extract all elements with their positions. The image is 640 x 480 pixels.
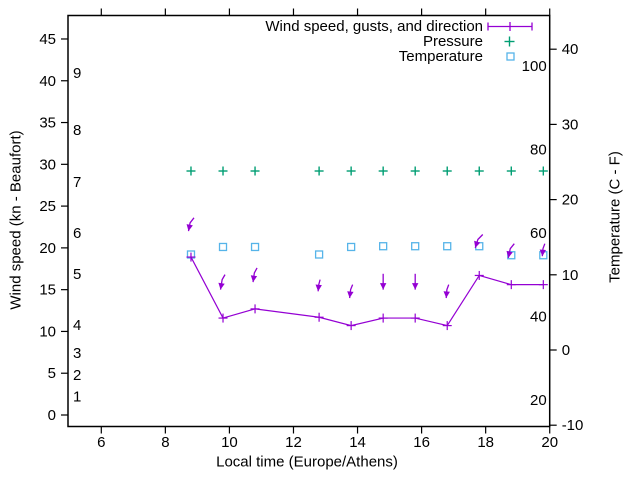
celsius-tick-label: -10: [562, 417, 584, 434]
x-tick-label: 12: [285, 434, 302, 451]
legend-entry-temperature: Temperature: [265, 49, 534, 64]
x-tick-label: 10: [221, 434, 238, 451]
gust-arrowhead: [506, 250, 513, 258]
temperature-point: [314, 250, 324, 259]
x-tick-label: 8: [161, 434, 169, 451]
plot-frame: [67, 14, 551, 428]
gust-arrowhead: [315, 284, 322, 292]
beaufort-label: 3: [73, 345, 81, 362]
gust-arrowhead: [443, 291, 450, 299]
gust-arrowhead: [539, 249, 547, 257]
legend-label-wind: Wind speed, gusts, and direction: [265, 18, 483, 35]
celsius-tick-label: 0: [562, 342, 570, 359]
gust-arrowhead: [186, 224, 193, 232]
legend-entry-wind: Wind speed, gusts, and direction: [265, 19, 534, 34]
pressure-plus-icon: [504, 36, 515, 47]
x-axis-title: Local time (Europe/Athens): [216, 453, 398, 471]
kn-tick-label: 25: [39, 198, 56, 215]
beaufort-label: 1: [73, 389, 81, 406]
kn-tick-label: 30: [39, 156, 56, 173]
x-tick-label: 16: [413, 434, 430, 451]
beaufort-label: 8: [73, 122, 81, 139]
kn-tick-label: 5: [48, 365, 56, 382]
temperature-square-icon: [506, 52, 515, 61]
temperature-point: [218, 242, 228, 252]
kn-tick-label: 15: [39, 282, 56, 299]
celsius-tick-label: 30: [562, 116, 579, 133]
legend-label-temperature: Temperature: [398, 48, 483, 65]
beaufort-label: 2: [73, 367, 81, 384]
beaufort-label: 4: [73, 317, 81, 334]
x-tick-label: 18: [477, 434, 494, 451]
gust-arrowhead: [411, 283, 419, 290]
gust-arrowhead: [250, 275, 258, 283]
beaufort-label: 7: [73, 174, 81, 191]
beaufort-label: 5: [73, 266, 81, 283]
temperature-point: [379, 242, 388, 251]
beaufort-label: 9: [73, 65, 81, 82]
legend-entry-pressure: Pressure: [265, 34, 534, 49]
fahrenheit-label: 40: [530, 309, 547, 326]
legend-label-pressure: Pressure: [422, 33, 483, 50]
beaufort-label: 6: [73, 225, 81, 242]
fahrenheit-label: 80: [530, 141, 547, 158]
x-tick-label: 6: [97, 434, 105, 451]
x-tick-label: 14: [349, 434, 366, 451]
fahrenheit-label: 20: [530, 392, 547, 409]
y-right-axis-title: Temperature (C - F): [606, 151, 624, 283]
x-tick-label: 20: [541, 434, 558, 451]
kn-tick-label: 0: [48, 407, 56, 424]
legend: Wind speed, gusts, and direction Pressur…: [265, 19, 534, 64]
wind-speed-line: [190, 256, 544, 327]
kn-tick-label: 10: [39, 323, 56, 340]
celsius-tick-label: 20: [562, 192, 579, 209]
kn-tick-label: 20: [39, 240, 56, 257]
kn-tick-label: 35: [39, 115, 56, 132]
gust-arrowhead: [218, 282, 225, 290]
y-left-axis-title: Wind speed (kn - Beaufort): [7, 130, 25, 310]
fahrenheit-label: 60: [530, 225, 547, 242]
gust-arrowhead: [379, 283, 387, 290]
kn-tick-label: 45: [39, 31, 56, 48]
temperature-point: [443, 242, 452, 251]
celsius-tick-label: 40: [562, 41, 579, 58]
wind-errorbar-line-icon: [487, 22, 533, 31]
gust-arrowhead: [474, 240, 481, 248]
celsius-tick-label: 10: [562, 267, 579, 284]
gust-arrowhead: [347, 291, 354, 299]
temperature-point: [250, 242, 260, 252]
kn-tick-label: 40: [39, 73, 56, 90]
fahrenheit-label: 100: [522, 58, 547, 75]
temperature-point: [346, 242, 356, 252]
temperature-point: [411, 242, 420, 251]
